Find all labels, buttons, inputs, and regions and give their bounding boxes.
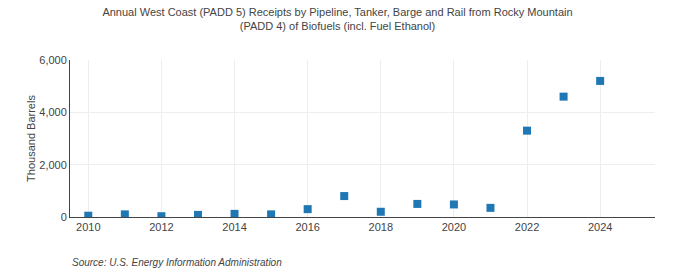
svg-text:2,000: 2,000 [39,159,67,171]
svg-text:Annual West Coast (PADD 5) Rec: Annual West Coast (PADD 5) Receipts by P… [102,6,572,32]
svg-text:Thousand Barrels: Thousand Barrels [25,95,37,182]
svg-text:2014: 2014 [222,221,246,233]
svg-text:2018: 2018 [369,221,393,233]
svg-text:2010: 2010 [76,221,100,233]
svg-text:6,000: 6,000 [39,54,67,66]
svg-text:0: 0 [61,211,67,223]
svg-text:4,000: 4,000 [39,106,67,118]
svg-text:2016: 2016 [295,221,319,233]
svg-text:2020: 2020 [442,221,466,233]
svg-text:2024: 2024 [588,221,612,233]
svg-text:2022: 2022 [515,221,539,233]
svg-text:2012: 2012 [149,221,173,233]
svg-text:Source: U.S. Energy Informatio: Source: U.S. Energy Information Administ… [72,257,282,268]
